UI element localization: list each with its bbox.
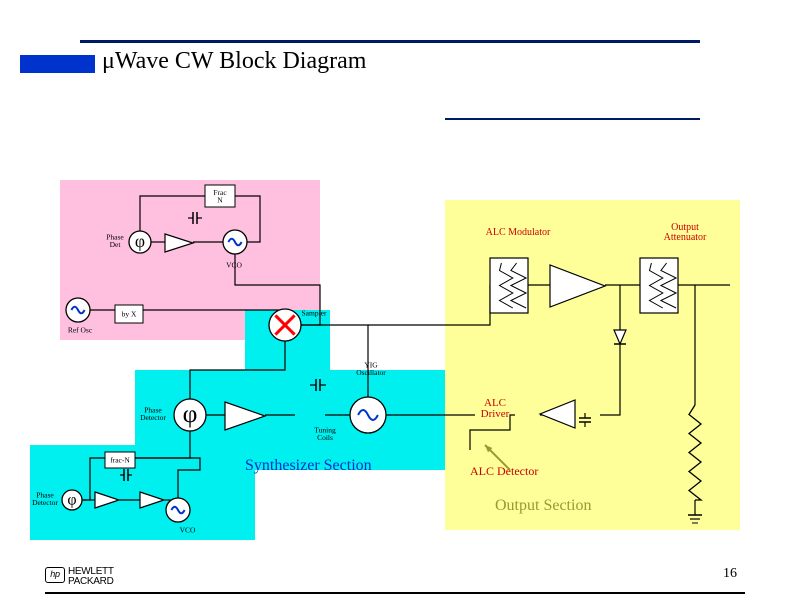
alc_mod-label: ALC Modulator (486, 227, 551, 238)
phase_det_2-label: Detector (140, 413, 166, 422)
attenuator-icon (640, 258, 678, 313)
frac_n_2-label: frac-N (110, 456, 130, 465)
section-label-synthesizer: Synthesizer Section (245, 457, 372, 474)
alc_driver-label: Driver (481, 408, 510, 420)
page-title: μWave CW Block Diagram (102, 48, 366, 75)
yellow-region (445, 200, 740, 530)
block-diagram: φφφFracNPhaseDetVCORef Oscby XSamplerYIG… (30, 170, 750, 550)
frac_n_1-label: N (217, 195, 223, 204)
phase_det_3-label: Detector (32, 498, 58, 507)
out_atten-label: Attenuator (664, 232, 707, 243)
title-text: Wave CW Block Diagram (115, 48, 367, 74)
phase_det_1-label: Det (110, 240, 122, 249)
diagram-svg: φφφFracNPhaseDetVCORef Oscby XSamplerYIG… (30, 170, 750, 550)
hp-logo: hpHEWLETTPACKARD (45, 567, 114, 587)
top-rule (80, 40, 700, 43)
tuning-label: Coils (317, 433, 333, 442)
page-number: 16 (723, 566, 737, 582)
vco_2-label: VCO (180, 526, 196, 535)
title-under-rule (445, 118, 700, 120)
sampler-label: Sampler (302, 309, 327, 318)
section-label-output: Output Section (495, 497, 591, 514)
title-accent-bar (20, 55, 95, 73)
bottom-rule (45, 592, 745, 594)
by_x-label: by X (122, 310, 137, 319)
mu-symbol: μ (102, 48, 115, 74)
svg-text:φ: φ (183, 399, 198, 428)
ref_osc-label: Ref Osc (68, 326, 93, 335)
section-label-alc_detector: ALC Detector (470, 464, 538, 478)
yig_osc-label: Oscillator (356, 368, 386, 377)
vco_1-label: VCO (226, 261, 242, 270)
svg-text:φ: φ (135, 231, 145, 251)
svg-text:φ: φ (67, 492, 76, 509)
attenuator-icon (490, 258, 528, 313)
